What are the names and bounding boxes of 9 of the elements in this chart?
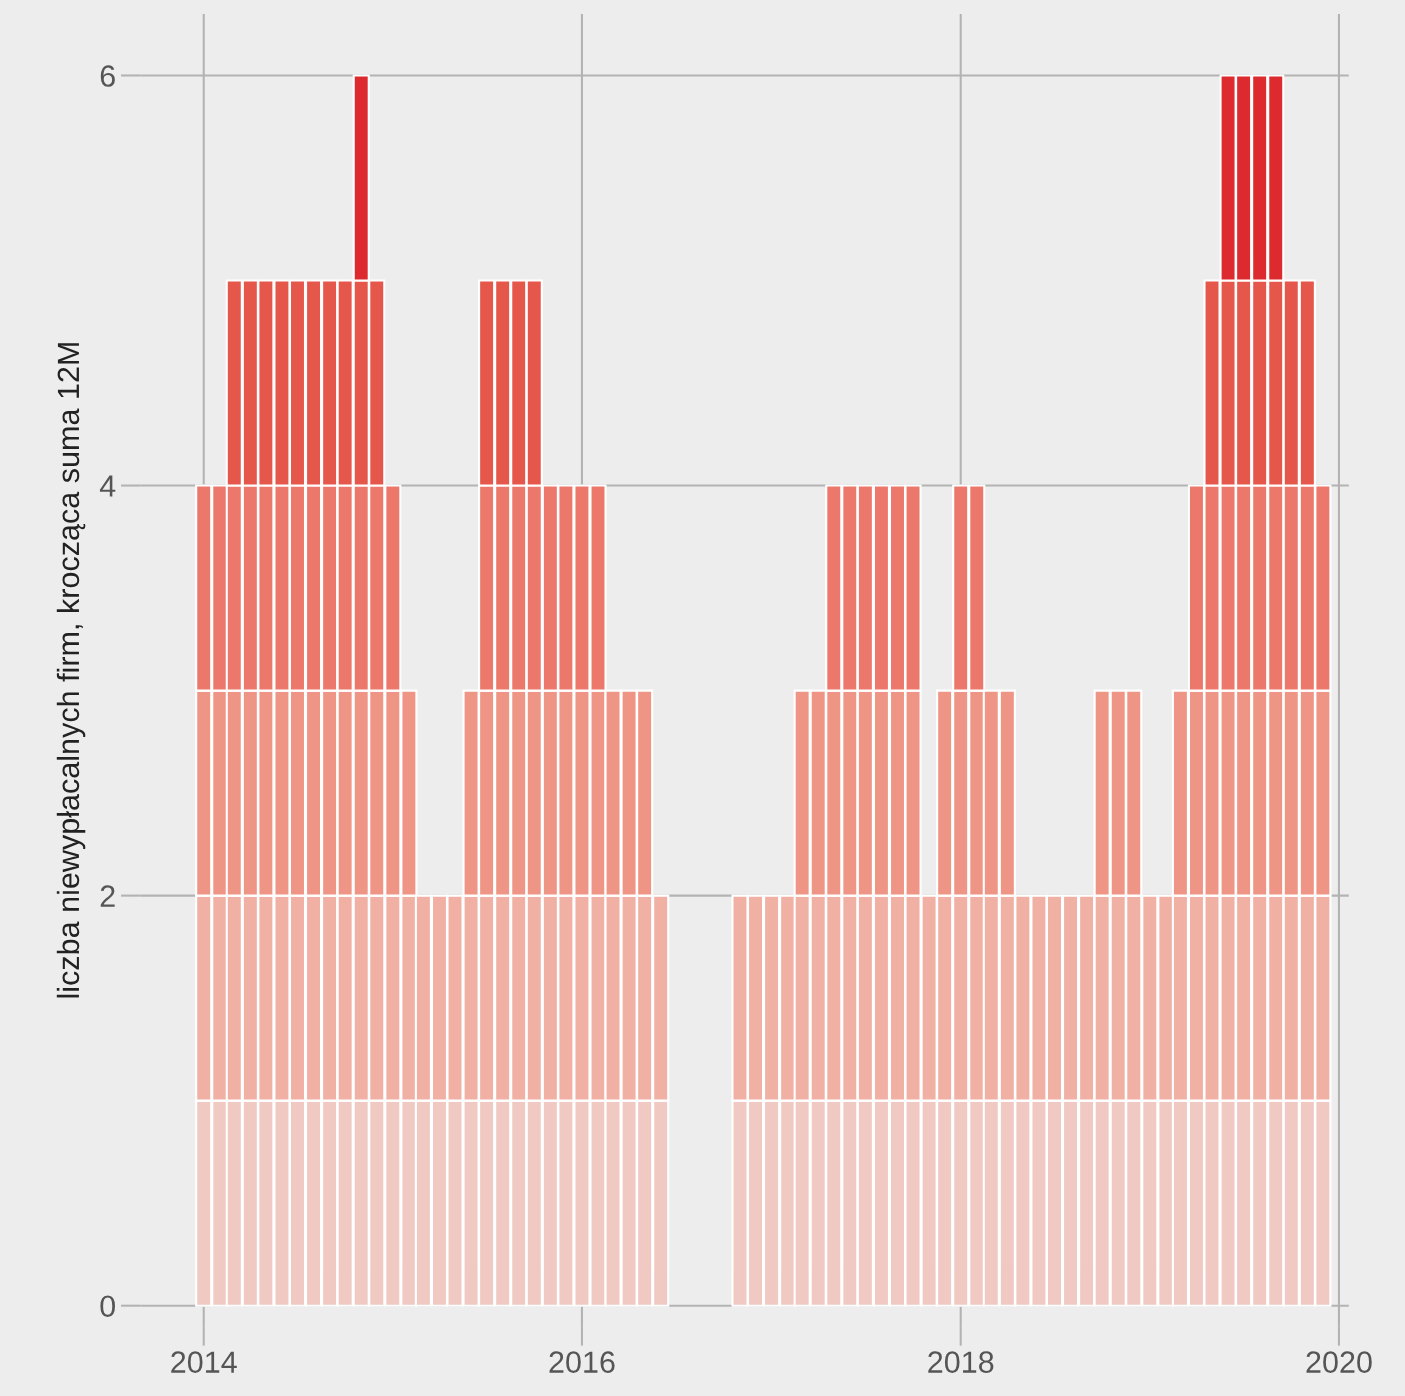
x-tick-label: 2016: [549, 1351, 615, 1373]
y-tick-label: 0: [100, 1295, 115, 1318]
y-tick-label: 6: [100, 65, 115, 87]
x-tick-label: 2014: [171, 1351, 237, 1373]
x-tick-label: 2020: [1306, 1351, 1372, 1373]
x-tick-label: 2018: [928, 1351, 994, 1373]
y-tick-label: 4: [99, 475, 116, 497]
y-tick-label: 2: [100, 885, 115, 907]
y-axis-title: liczba niewypłacalnych firm, krocząca suma 12M: [56, 343, 86, 998]
